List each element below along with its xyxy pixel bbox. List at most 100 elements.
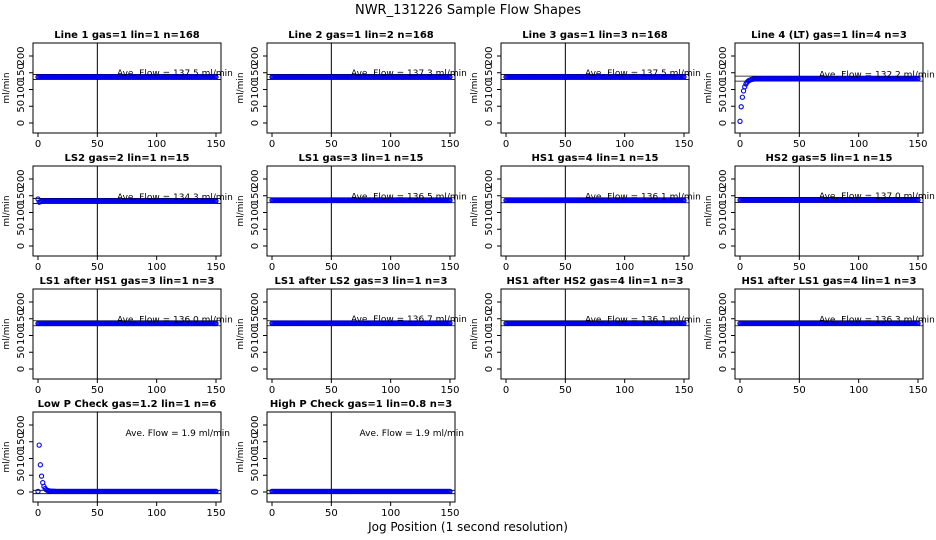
x-tick-label: 50 xyxy=(325,385,338,396)
plot-frame xyxy=(32,288,222,380)
y-tick-label: 200 xyxy=(718,169,729,188)
y-tick-label: 200 xyxy=(16,169,27,188)
y-tick-label: 100 xyxy=(718,203,729,222)
x-tick-label: 0 xyxy=(737,262,743,273)
x-tick-label: 100 xyxy=(615,385,634,396)
plot-frame xyxy=(500,165,690,257)
x-tick-label: 50 xyxy=(325,139,338,150)
plot-frame xyxy=(266,42,456,134)
panel-title: Line 4 (LT) gas=1 lin=4 n=3 xyxy=(751,30,907,41)
y-tick-label: 0 xyxy=(250,243,261,249)
average-flow-annotation: Ave. Flow = 137.3 ml/min xyxy=(351,69,467,79)
y-tick-label: 200 xyxy=(484,292,495,311)
x-tick-label: 150 xyxy=(674,139,693,150)
panel-13: Low P Check gas=1.2 lin=1 n=6ml/min05010… xyxy=(2,399,230,519)
x-tick-label: 100 xyxy=(849,139,868,150)
y-tick-label: 200 xyxy=(16,292,27,311)
average-flow-annotation: Ave. Flow = 136.1 ml/min xyxy=(585,192,701,202)
y-axis-label: ml/min xyxy=(470,195,480,226)
panel-3: Line 3 gas=1 lin=3 n=168ml/min0501001502… xyxy=(470,30,701,150)
average-flow-annotation: Ave. Flow = 136.3 ml/min xyxy=(819,315,935,325)
y-tick-label: 100 xyxy=(250,449,261,468)
x-tick-label: 150 xyxy=(908,385,927,396)
y-tick-label: 0 xyxy=(718,366,729,372)
y-tick-label: 50 xyxy=(250,223,261,236)
y-tick-label: 100 xyxy=(484,80,495,99)
x-tick-label: 0 xyxy=(35,508,41,519)
y-tick-label: 150 xyxy=(250,309,261,328)
data-point xyxy=(447,488,453,495)
panel-title: LS2 gas=2 lin=1 n=15 xyxy=(65,153,190,164)
x-tick-label: 0 xyxy=(269,385,275,396)
average-flow-annotation: Ave. Flow = 136.7 ml/min xyxy=(351,315,467,325)
y-tick-label: 150 xyxy=(250,186,261,205)
panel-title: Line 1 gas=1 lin=1 n=168 xyxy=(54,30,200,41)
panel-9: LS1 after HS1 gas=3 lin=1 n=3ml/min05010… xyxy=(2,276,233,396)
x-tick-label: 100 xyxy=(849,262,868,273)
panel-title: High P Check gas=1 lin=0.8 n=3 xyxy=(270,399,452,410)
y-axis-label: ml/min xyxy=(236,195,246,226)
data-point xyxy=(737,118,743,124)
data-point xyxy=(447,197,453,203)
y-tick-label: 50 xyxy=(250,469,261,482)
x-tick-label: 0 xyxy=(503,139,509,150)
plot-frame xyxy=(266,165,456,257)
y-tick-label: 150 xyxy=(718,186,729,205)
panel-title: LS1 after HS1 gas=3 lin=1 n=3 xyxy=(39,276,214,287)
panel-10: LS1 after LS2 gas=3 lin=1 n=3ml/min05010… xyxy=(236,276,467,396)
y-tick-label: 0 xyxy=(484,243,495,249)
x-tick-label: 0 xyxy=(503,385,509,396)
data-point xyxy=(38,473,45,479)
data-point xyxy=(742,84,748,90)
data-point xyxy=(739,94,746,100)
y-tick-label: 50 xyxy=(484,223,495,236)
y-tick-label: 50 xyxy=(718,346,729,359)
data-point xyxy=(915,197,921,203)
panel-title: Line 2 gas=1 lin=2 n=168 xyxy=(288,30,434,41)
y-axis-label: ml/min xyxy=(2,318,12,349)
data-point xyxy=(738,104,744,110)
y-tick-label: 200 xyxy=(16,415,27,434)
y-tick-label: 0 xyxy=(250,366,261,372)
panel-12: HS1 after LS1 gas=4 lin=1 n=3ml/min05010… xyxy=(704,276,935,396)
average-flow-annotation: Ave. Flow = 137.0 ml/min xyxy=(819,192,935,202)
x-tick-label: 150 xyxy=(440,508,459,519)
x-tick-label: 0 xyxy=(737,139,743,150)
y-tick-label: 100 xyxy=(250,203,261,222)
x-axis-label: Jog Position (1 second resolution) xyxy=(367,520,568,534)
figure-title: NWR_131226 Sample Flow Shapes xyxy=(355,3,581,18)
y-tick-label: 100 xyxy=(718,80,729,99)
data-point xyxy=(681,74,687,80)
y-tick-label: 150 xyxy=(718,309,729,328)
x-tick-label: 150 xyxy=(206,139,225,150)
panel-14: High P Check gas=1 lin=0.8 n=3ml/min0501… xyxy=(236,399,464,519)
y-axis-label: ml/min xyxy=(236,318,246,349)
y-tick-label: 200 xyxy=(250,292,261,311)
plot-frame xyxy=(734,165,924,257)
plot-frame xyxy=(500,42,690,134)
average-flow-annotation: Ave. Flow = 1.9 ml/min xyxy=(360,429,464,439)
x-tick-label: 100 xyxy=(849,385,868,396)
panel-title: Low P Check gas=1.2 lin=1 n=6 xyxy=(38,399,217,410)
data-point xyxy=(915,320,921,326)
average-flow-annotation: Ave. Flow = 136.1 ml/min xyxy=(585,315,701,325)
data-point xyxy=(213,198,219,204)
data-point xyxy=(213,320,219,327)
y-tick-label: 100 xyxy=(16,203,27,222)
x-tick-label: 100 xyxy=(147,508,166,519)
panel-title: LS1 after LS2 gas=3 lin=1 n=3 xyxy=(274,276,447,287)
x-tick-label: 100 xyxy=(615,262,634,273)
y-axis-label: ml/min xyxy=(2,195,12,226)
plot-frame xyxy=(266,411,456,503)
y-tick-label: 0 xyxy=(484,120,495,126)
panels: Line 1 gas=1 lin=1 n=168ml/min0501001502… xyxy=(2,30,935,519)
plot-frame xyxy=(734,42,924,134)
panel-title: HS1 gas=4 lin=1 n=15 xyxy=(532,153,659,164)
data-point xyxy=(213,488,219,495)
y-tick-label: 0 xyxy=(16,243,27,249)
x-tick-label: 50 xyxy=(91,139,104,150)
x-tick-label: 100 xyxy=(147,262,166,273)
x-tick-label: 50 xyxy=(559,139,572,150)
